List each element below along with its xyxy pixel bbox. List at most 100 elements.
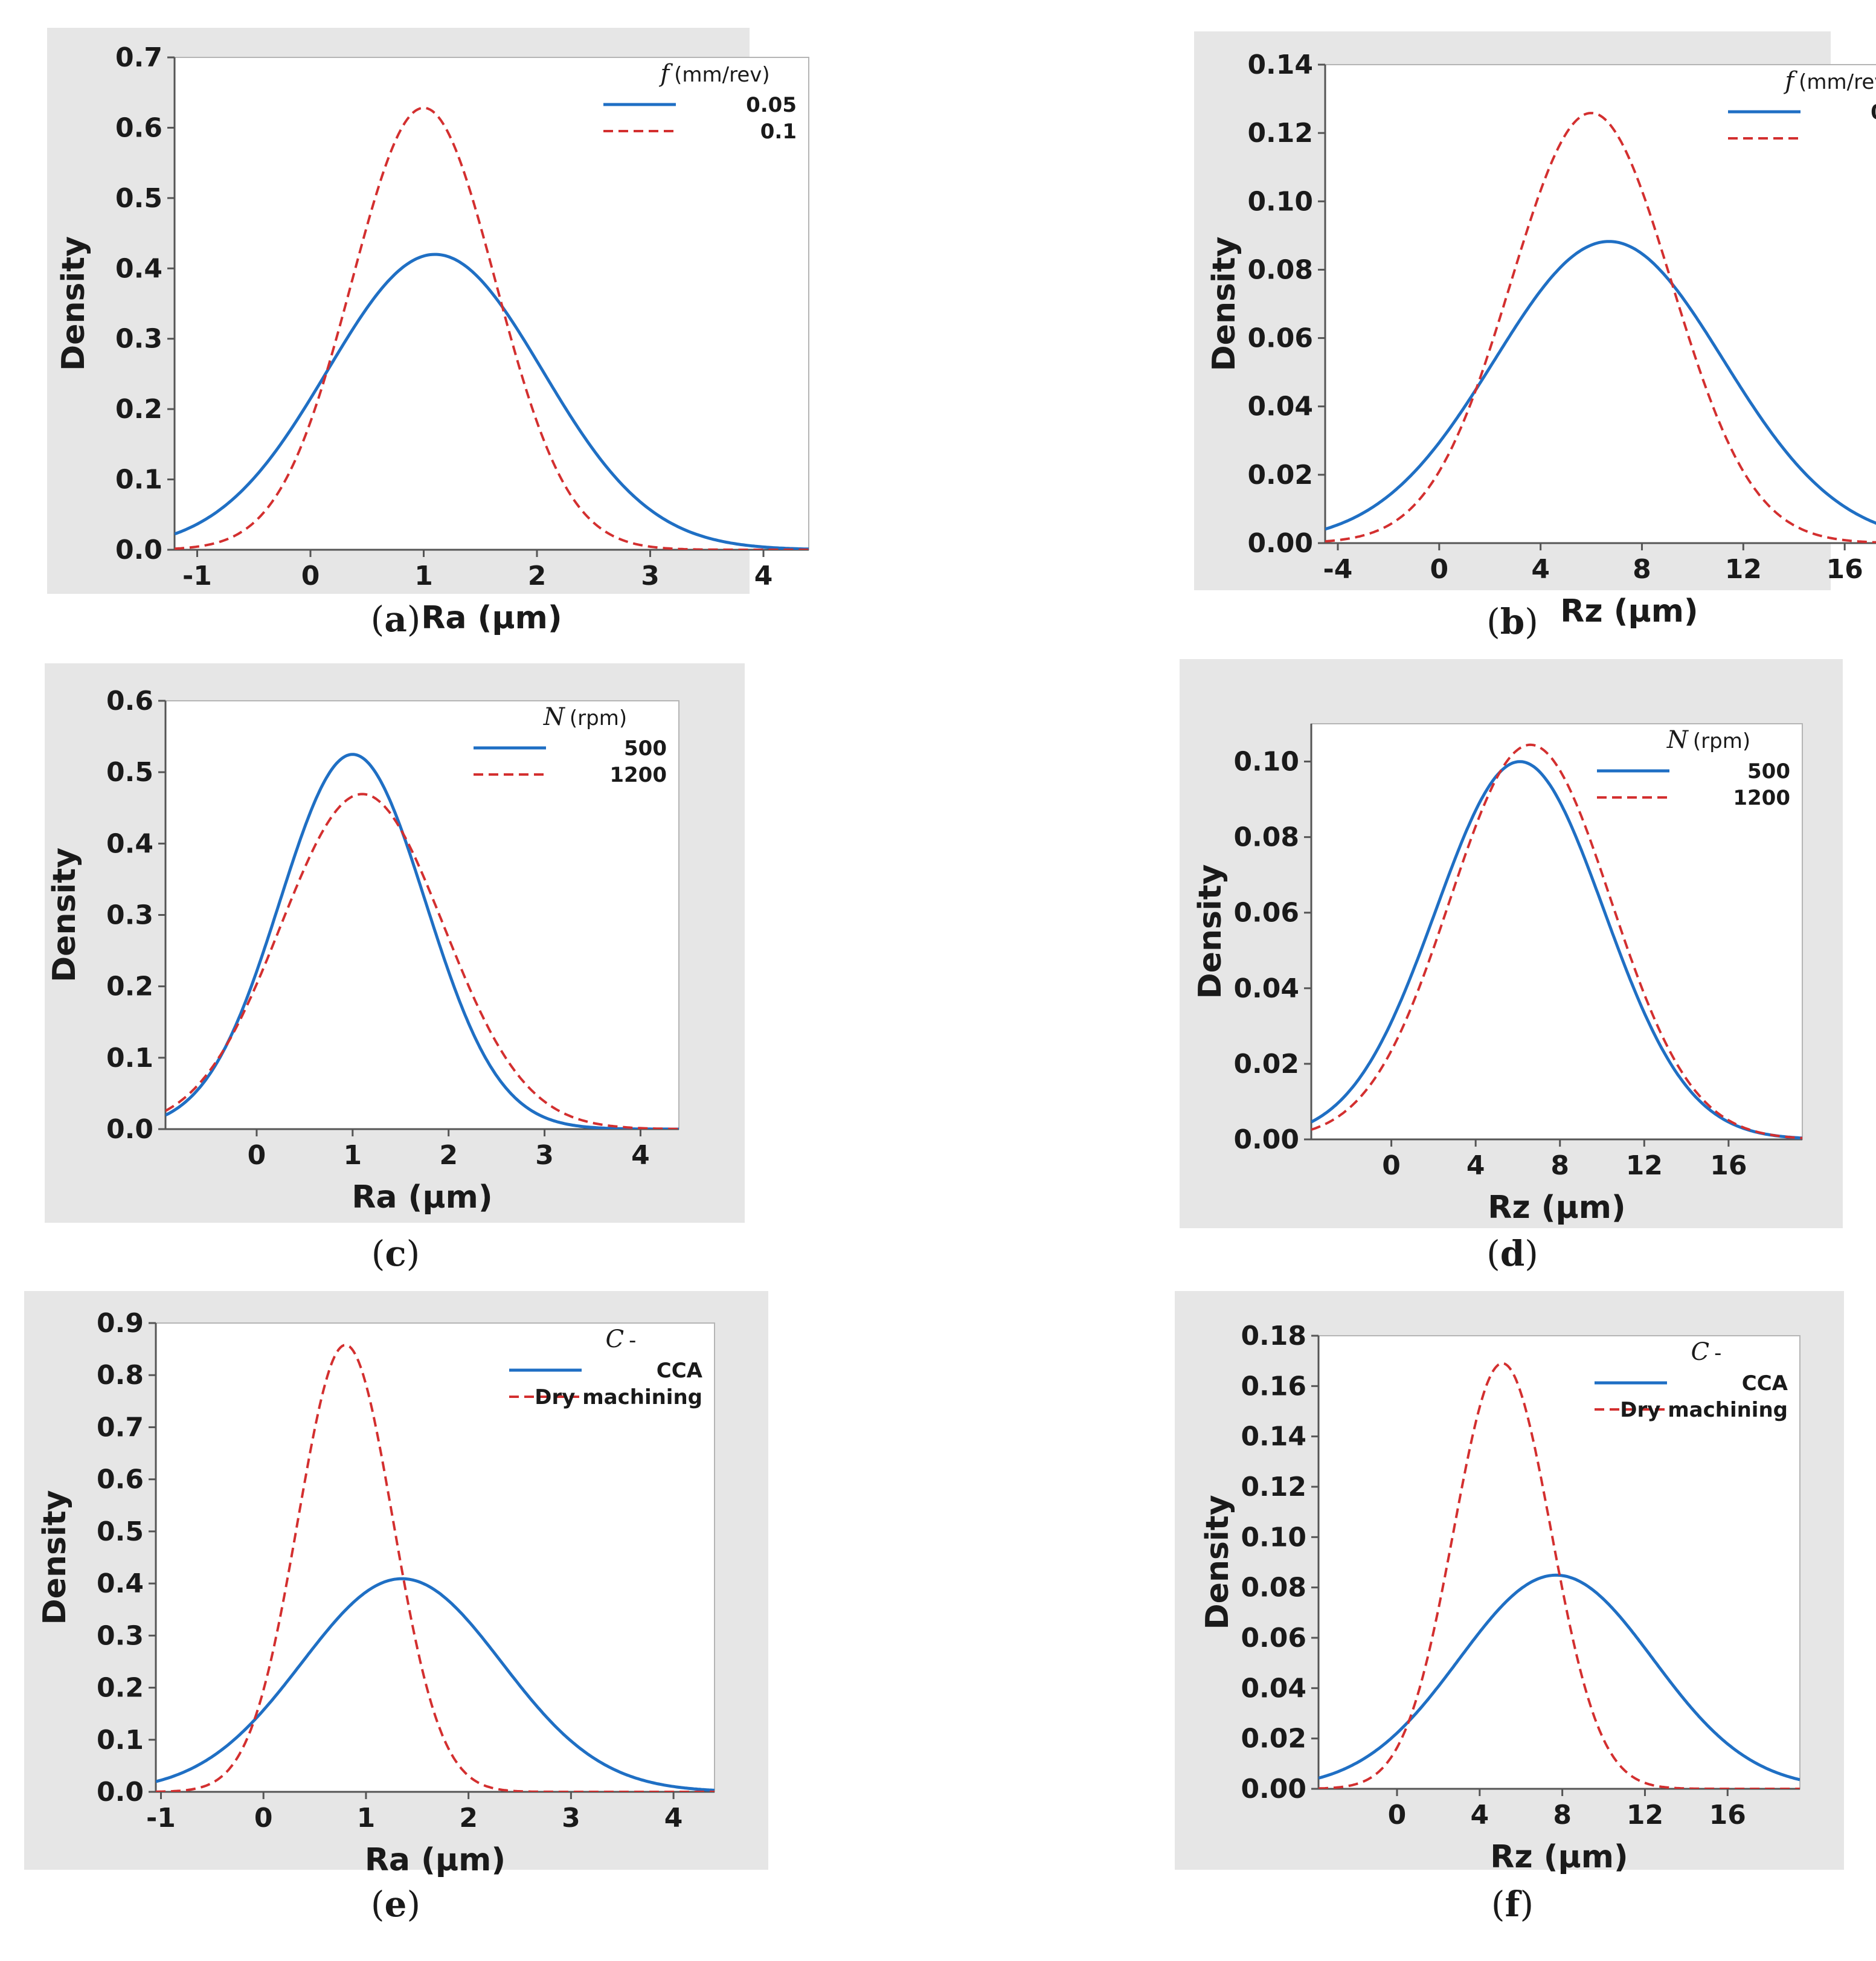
y-tick-label: 0.12	[1247, 118, 1313, 149]
x-tick-label: 0	[301, 561, 320, 591]
x-axis-title: Rz (μm)	[1488, 1190, 1625, 1226]
y-axis-title: Density	[47, 848, 83, 982]
panel-caption: (a)	[371, 599, 421, 640]
y-tick-label: 0.3	[97, 1620, 144, 1651]
legend-label: Dry machining	[535, 1385, 702, 1409]
legend-title: N (rpm)	[1666, 726, 1750, 754]
panel-caption: (f)	[1491, 1884, 1534, 1925]
y-tick-label: 0.00	[1233, 1124, 1299, 1155]
legend-label: Dry machining	[1620, 1398, 1788, 1422]
panel-caption: (c)	[371, 1233, 420, 1274]
series-line-0-05	[175, 253, 809, 550]
y-tick-label: 0.00	[1247, 528, 1313, 559]
y-tick-label: 0.06	[1233, 898, 1299, 929]
y-tick-label: 0.3	[106, 900, 153, 931]
x-tick-label: 1	[414, 561, 433, 591]
x-tick-label: 4	[1466, 1150, 1485, 1181]
y-tick-label: 0.04	[1247, 391, 1313, 422]
y-tick-label: 0.08	[1241, 1573, 1306, 1603]
y-tick-label: 0.16	[1241, 1371, 1306, 1402]
legend-label: 1200	[1733, 786, 1790, 810]
plot-area	[1311, 723, 1803, 1140]
x-tick-label: 3	[562, 1803, 580, 1834]
y-tick-label: 0.2	[115, 394, 162, 425]
y-tick-label: 0.06	[1241, 1623, 1306, 1653]
x-tick-label: 2	[459, 1803, 478, 1834]
y-tick-label: 0.02	[1247, 460, 1313, 491]
legend-label: CCA	[1742, 1371, 1788, 1396]
x-tick-label: 3	[641, 561, 660, 591]
x-tick-label: 16	[1826, 554, 1863, 585]
x-tick-label: 8	[1553, 1800, 1572, 1831]
y-axis-title: Density	[1200, 1495, 1236, 1630]
y-tick-label: 0.08	[1247, 254, 1313, 285]
y-axis-title: Density	[1206, 237, 1242, 372]
series-line-1200	[1311, 743, 1802, 1139]
chart-panel-3: 0.0 0.1 0.2 0.3 0.4 0.5 0.6 0 1 2 3 4 Ra (μm) Density…	[45, 663, 745, 1274]
y-tick-label: 0.3	[115, 324, 162, 355]
panel-caption: (d)	[1486, 1233, 1538, 1274]
y-tick-label: 0.02	[1233, 1049, 1299, 1080]
y-tick-label: 0.5	[106, 757, 153, 788]
y-tick-label: 0.10	[1233, 747, 1299, 778]
x-axis-title: Ra (μm)	[365, 1842, 506, 1878]
x-tick-label: 0	[248, 1140, 266, 1171]
y-tick-label: 0.1	[97, 1725, 144, 1756]
legend-label: 0.05	[1871, 100, 1876, 124]
x-tick-label: 4	[631, 1140, 650, 1171]
y-tick-label: 0.0	[106, 1114, 153, 1145]
y-tick-label: 0.10	[1241, 1522, 1306, 1553]
y-tick-label: 0.7	[97, 1412, 144, 1443]
x-tick-label: 4	[664, 1803, 683, 1834]
y-tick-label: 0.4	[115, 253, 162, 284]
x-tick-label: 1	[344, 1140, 362, 1171]
x-axis-title: Ra (μm)	[421, 600, 562, 636]
x-axis-title: Ra (μm)	[352, 1179, 492, 1216]
y-axis-title: Density	[1192, 865, 1229, 999]
chart-panel-5: 0.0 0.1 0.2 0.3 0.4 0.5 0.6 0.7 0.8 0.9 -1 0 1 2 3 4 Ra …	[24, 1291, 768, 1925]
y-tick-label: 0.18	[1241, 1321, 1306, 1351]
series-line-dry-machining	[156, 1344, 715, 1792]
x-tick-label: 3	[535, 1140, 554, 1171]
y-tick-label: 0.04	[1233, 973, 1299, 1004]
x-tick-label: 2	[528, 561, 547, 591]
y-tick-label: 0.0	[115, 535, 162, 565]
legend-label: CCA	[657, 1359, 703, 1383]
chart-panel-1: 0.0 0.1 0.2 0.3 0.4 0.5 0.6 0.7 -1 0 1 2 3 4 Ra (μm) De…	[47, 28, 809, 640]
y-tick-label: 0.14	[1247, 50, 1313, 80]
y-tick-label: 0.5	[115, 183, 162, 214]
x-tick-label: 12	[1626, 1150, 1663, 1181]
series-line-500	[165, 753, 679, 1129]
y-tick-label: 0.5	[97, 1516, 144, 1547]
panel-caption: (e)	[371, 1884, 420, 1925]
y-tick-label: 0.6	[97, 1464, 144, 1495]
y-tick-label: 0.10	[1247, 186, 1313, 217]
series-line-0-1	[1325, 112, 1876, 543]
x-tick-label: 12	[1725, 554, 1762, 585]
plot-area	[174, 57, 809, 550]
x-tick-label: -4	[1323, 554, 1353, 585]
legend-label: 500	[624, 736, 667, 761]
legend-title: C-	[1691, 1338, 1722, 1366]
legend-title: C-	[606, 1325, 637, 1353]
y-tick-label: 0.1	[115, 465, 162, 495]
y-tick-label: 0.0	[97, 1777, 144, 1808]
y-tick-label: 0.1	[106, 1043, 153, 1074]
chart-panel-6: 0.00 0.02 0.04 0.06 0.08 0.10 0.12 0.14 0.16 0.18…	[1175, 1291, 1844, 1925]
x-tick-label: 1	[357, 1803, 376, 1834]
series-line-cca	[1319, 1573, 1800, 1782]
x-axis-title: Rz (μm)	[1560, 593, 1698, 630]
plot-area	[1318, 1335, 1801, 1789]
x-tick-label: 2	[439, 1140, 458, 1171]
y-tick-label: 0.00	[1241, 1774, 1306, 1805]
plot-area	[165, 700, 679, 1130]
y-axis-title: Density	[37, 1490, 73, 1625]
chart-panel-4: 0.00 0.02 0.04 0.06 0.08 0.10 0 4 8 12 16 Rz (μm) De…	[1180, 659, 1843, 1274]
legend-label: 0.1	[760, 120, 797, 144]
y-tick-label: 0.9	[97, 1308, 144, 1339]
y-tick-label: 0.4	[106, 828, 153, 859]
plot-area	[1325, 64, 1876, 544]
series-line-dry-machining	[1319, 1362, 1800, 1789]
panel-caption: (b)	[1486, 601, 1538, 642]
legend-title: f(mm/rev)	[658, 60, 769, 88]
